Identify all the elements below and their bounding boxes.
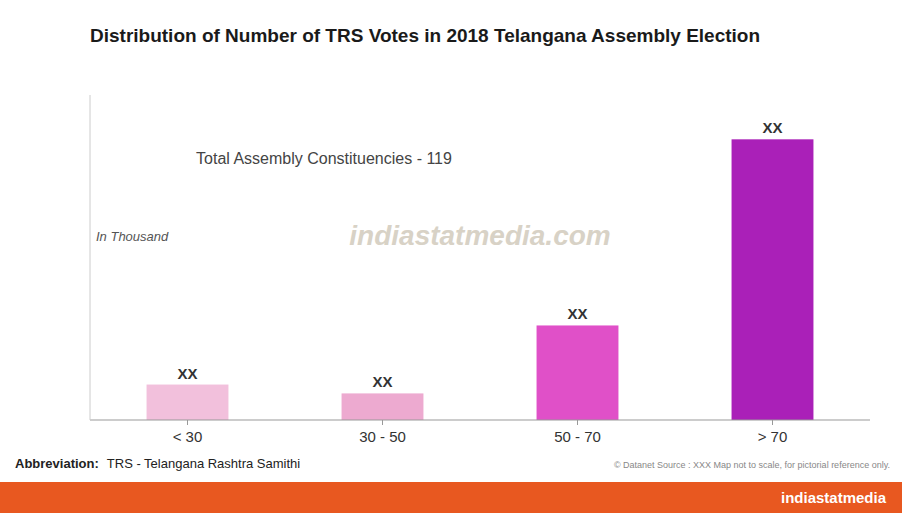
x-tick-label: > 70 [758,428,788,445]
title: Distribution of Number of TRS Votes in 2… [90,25,760,46]
bar [342,393,424,420]
x-axis [90,420,870,421]
bars [147,139,814,420]
x-tick [382,420,383,425]
x-tick-label: 30 - 50 [359,428,406,445]
footer-logo: indiastatmedia [781,489,887,506]
abbreviation-title: Abbreviation: [15,456,99,471]
data-label: XX [177,365,197,382]
data-label: XX [762,119,782,136]
x-tick-label: < 30 [173,428,203,445]
x-tick [772,420,773,425]
chart: Distribution of Number of TRS Votes in 2… [0,0,902,513]
subtitle: Total Assembly Constituencies - 119 [196,150,452,167]
abbreviation: Abbreviation: TRS - Telangana Rashtra Sam… [15,456,300,471]
bar [147,385,229,420]
x-tick [187,420,188,425]
x-tick [577,420,578,425]
bar [732,139,814,420]
footer [0,482,902,513]
data-label: XX [372,373,392,390]
abbreviation-text: TRS - Telangana Rashtra Samithi [107,456,301,471]
y-label: In Thousand [96,229,169,244]
data-label: XX [567,305,587,322]
y-axis [90,95,91,420]
x-tick-label: 50 - 70 [554,428,601,445]
watermark: indiastatmedia.com [349,220,610,251]
bar [537,325,619,420]
source-note: © Datanet Source : XXX Map not to scale,… [614,460,890,470]
